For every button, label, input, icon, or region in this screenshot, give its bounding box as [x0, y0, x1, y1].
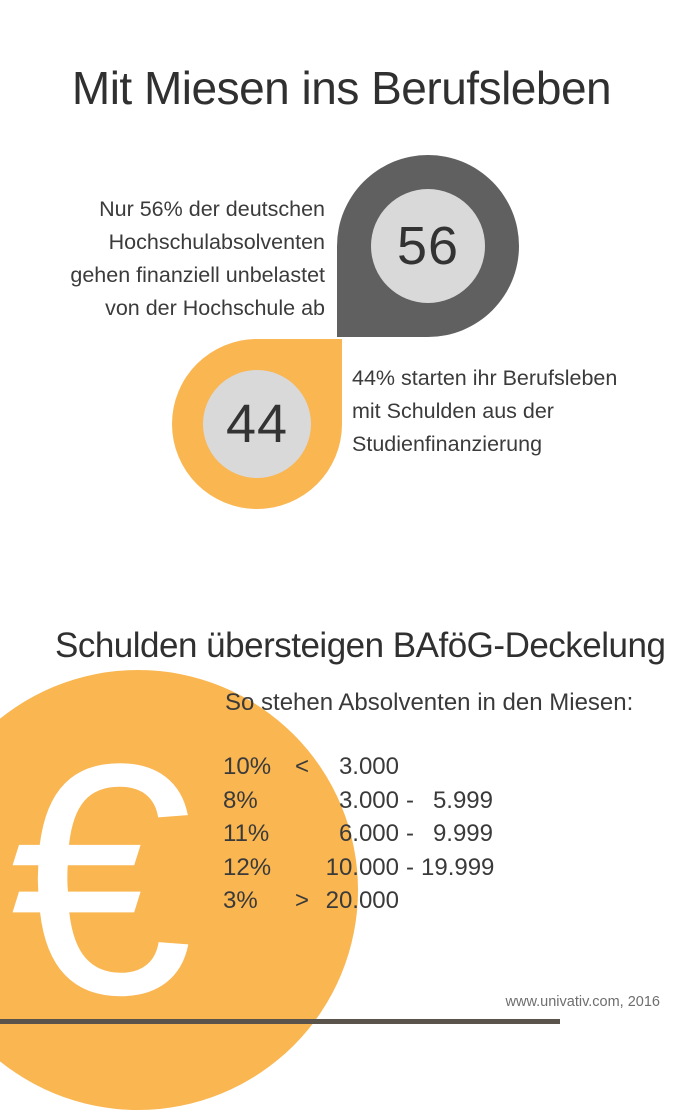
- debt-percent: 8%: [223, 786, 258, 814]
- debt-range-low: 20.000: [325, 887, 399, 914]
- debt-range-low: 6.000: [338, 820, 399, 847]
- debt-range-high: 19.999: [421, 853, 495, 881]
- debt-row: 11% 6.000 - 9.999: [223, 817, 493, 851]
- footer-credit: www.univativ.com, 2016: [505, 994, 660, 1010]
- debt-range-dash: -: [406, 853, 414, 881]
- debt-row: 3% > 20.000: [223, 884, 493, 918]
- debt-range-dash: -: [406, 820, 414, 847]
- stat-56-text: Nur 56% der deutschen Hochschulabsolvent…: [60, 193, 325, 325]
- stat-56-line: von der Hochschule ab: [105, 296, 325, 320]
- debt-range-high: 9.999: [432, 820, 493, 847]
- stat-44-line: 44% starten ihr Berufsleben: [352, 366, 618, 390]
- pin-badge-56: 56: [337, 155, 519, 337]
- debt-percent: 3%: [223, 887, 258, 914]
- stat-56-line: Hochschulabsolventen: [108, 230, 325, 254]
- page-title: Mit Miesen ins Berufsleben: [71, 61, 612, 114]
- debt-row: 8% 3.000 - 5.999: [223, 784, 493, 818]
- debt-range-high: 5.999: [432, 786, 493, 814]
- bottom-edge-strip: [0, 1019, 560, 1024]
- stat-44-line: mit Schulden aus der: [352, 399, 554, 423]
- pin-badge-56-inner-circle: 56: [371, 189, 485, 303]
- pin-badge-44: 44: [172, 339, 342, 509]
- debt-list-subheading: So stehen Absolventen in den Miesen:: [225, 689, 634, 716]
- debt-range-low: 3.000: [338, 753, 399, 780]
- stat-44-line: Studienfinanzierung: [352, 432, 543, 456]
- stat-56-line: Nur 56% der deutschen: [99, 197, 325, 221]
- stat-44-text: 44% starten ihr Berufsleben mit Schulden…: [352, 362, 652, 461]
- stat-44-value: 44: [225, 394, 289, 454]
- euro-icon: €: [10, 695, 193, 1063]
- stat-56-value: 56: [396, 216, 460, 276]
- debt-range-dash: -: [406, 786, 414, 814]
- debt-percent: 10%: [223, 753, 272, 780]
- section-heading: Schulden übersteigen BAföG-Deckelung: [55, 626, 666, 666]
- debt-range-low: 10.000: [325, 853, 399, 881]
- debt-operator: <: [295, 753, 310, 780]
- debt-row: 12% 10.000 - 19.999: [223, 851, 495, 885]
- debt-percent: 11%: [223, 820, 270, 847]
- debt-operator: >: [295, 887, 310, 914]
- debt-distribution-list: 10% < 3.000 8% 3.000 - 5.999 11% 6.000 -…: [223, 750, 495, 918]
- debt-row: 10% < 3.000: [223, 750, 493, 784]
- debt-percent: 12%: [223, 853, 272, 881]
- debt-range-low: 3.000: [338, 786, 399, 814]
- stat-56-line: gehen finanziell unbelastet: [70, 263, 325, 287]
- pin-badge-44-inner-circle: 44: [203, 370, 311, 478]
